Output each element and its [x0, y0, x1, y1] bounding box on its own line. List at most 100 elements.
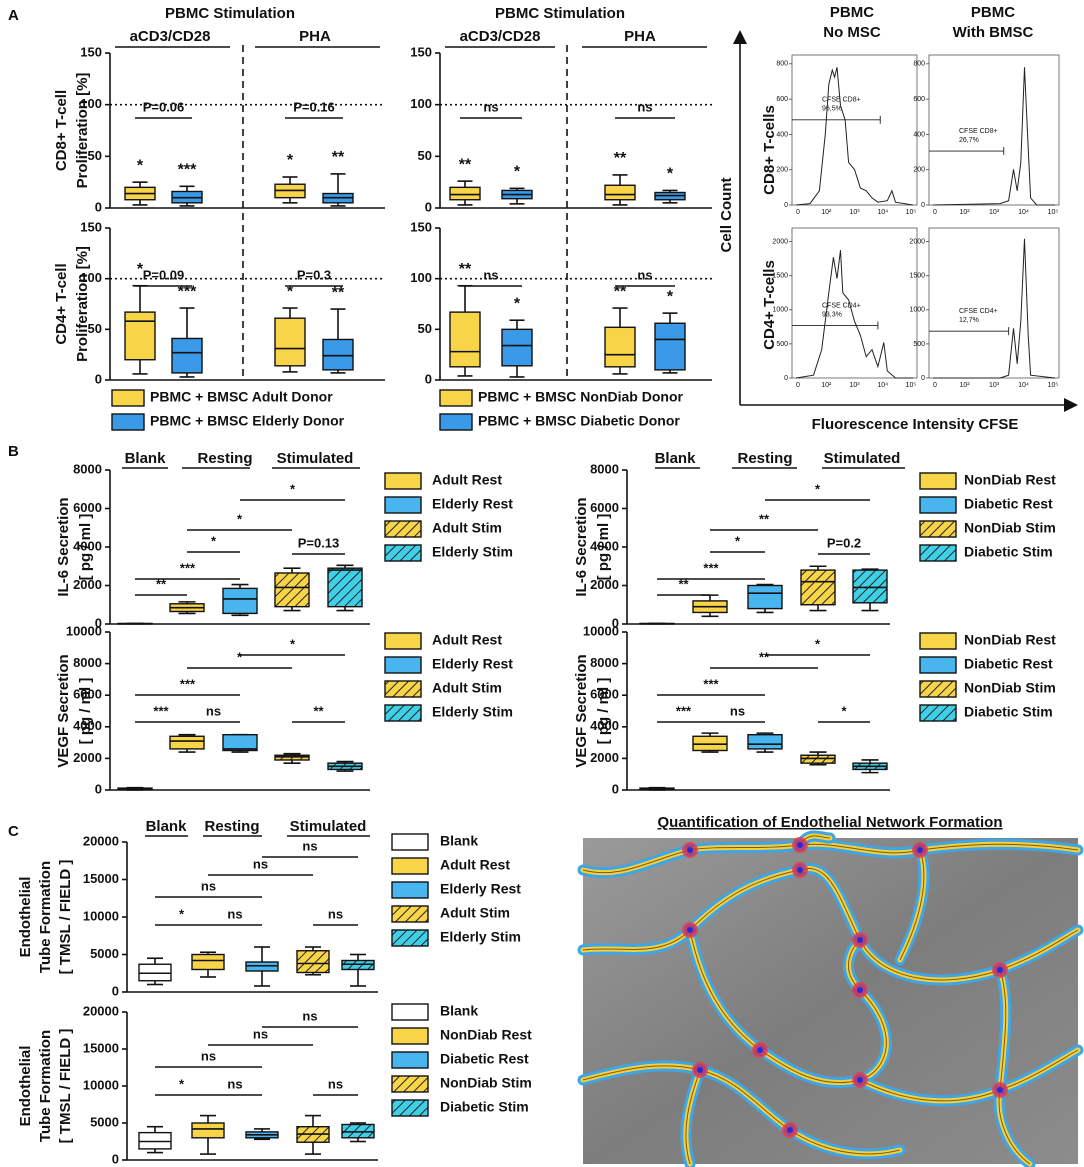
legend-swatch — [384, 656, 422, 674]
legend-label: Elderly Rest — [440, 881, 521, 897]
legend-label: Diabetic Rest — [964, 496, 1053, 512]
legend-label: PBMC + BMSC Elderly Donor — [150, 413, 345, 429]
flow-y-tick-label: 500 — [776, 341, 788, 348]
node — [857, 1077, 863, 1083]
y-tick-label: 4000 — [590, 718, 619, 733]
box — [222, 587, 258, 615]
node — [687, 927, 693, 933]
y-axis-label: [ TMSL / FIELD ] — [57, 1029, 74, 1144]
legend-label: Adult Stim — [432, 520, 502, 536]
flow-y-tick-label: 200 — [913, 167, 925, 174]
legend-label: Diabetic Stim — [964, 704, 1053, 720]
flow-column-label: PBMC — [971, 4, 1015, 21]
box — [654, 322, 686, 371]
legend-swatch — [391, 857, 429, 875]
flow-y-tick-label: 400 — [776, 131, 788, 138]
y-tick-label: 5000 — [90, 1114, 119, 1129]
y-tick-label: 50 — [88, 321, 102, 336]
node — [757, 1047, 763, 1053]
y-tick-label: 100 — [410, 96, 432, 111]
legend-label: Elderly Rest — [432, 496, 513, 512]
group-label: Resting — [204, 818, 259, 835]
comparison-label: ns — [227, 1076, 242, 1091]
flow-y-tick-label: 2000 — [772, 238, 788, 245]
y-axis-label: [ pg / ml ] — [595, 678, 612, 745]
legend-swatch — [919, 656, 957, 674]
comparison-label: P=0.09 — [143, 267, 185, 282]
y-tick-label: 10000 — [83, 908, 119, 923]
significance-label: ** — [614, 150, 627, 167]
flow-y-tick-label: 200 — [776, 167, 788, 174]
y-axis-label: Endothelial — [17, 877, 34, 958]
y-axis-label: [ TMSL / FIELD ] — [57, 860, 74, 975]
comparison-label: *** — [153, 703, 169, 718]
comparison-label: *** — [703, 676, 719, 691]
y-axis-label: [ pg / ml ] — [77, 514, 94, 581]
group-label: Blank — [655, 450, 697, 467]
node — [697, 1067, 703, 1073]
comparison-label: ns — [227, 906, 242, 921]
flow-column-label: PBMC — [830, 4, 874, 21]
flow-y-tick-label: 500 — [913, 341, 925, 348]
flow-x-tick-label: 10³ — [849, 382, 860, 389]
legend-swatch — [384, 632, 422, 650]
y-axis-label: [ pg / ml ] — [595, 514, 612, 581]
network-overlay — [577, 830, 1084, 1167]
y-tick-label: 100 — [80, 270, 102, 285]
legend-swatch — [391, 1027, 429, 1045]
chart-title: PBMC Stimulation — [495, 5, 625, 22]
flow-x-tick-label: 10⁴ — [877, 382, 888, 389]
box — [322, 338, 354, 371]
flow-y-tick-label: 400 — [913, 131, 925, 138]
y-tick-label: 150 — [80, 44, 102, 59]
comparison-label: P=0.13 — [298, 535, 340, 550]
legend-swatch — [919, 632, 957, 650]
flow-x-tick-label: 10⁴ — [877, 209, 888, 216]
y-axis-label: IL-6 Secretion — [573, 497, 590, 596]
comparison-label: P=0.2 — [827, 535, 861, 550]
significance-label: ** — [332, 284, 345, 301]
flow-x-tick-label: 10⁴ — [1018, 209, 1029, 216]
comparison-label: * — [815, 481, 821, 496]
flow-y-tick-label: 2000 — [909, 238, 925, 245]
y-tick-label: 20000 — [83, 1003, 119, 1018]
y-axis-label: Tube Formation — [37, 861, 54, 973]
flow-x-tick-label: 10² — [959, 382, 970, 389]
comparison-label: ** — [759, 511, 770, 526]
comparison-label: ns — [328, 906, 343, 921]
comparison-label: *** — [180, 676, 196, 691]
flow-gate-label: CFSE CD8+ — [959, 128, 998, 135]
legend-label: Adult Stim — [440, 905, 510, 921]
flow-gate-percent: 26,7% — [959, 137, 979, 144]
box — [274, 317, 306, 367]
legend-swatch — [111, 413, 145, 431]
y-axis-label: CD4+ T-cell — [53, 263, 70, 344]
legend-swatch — [391, 1075, 429, 1093]
flow-y-tick-label: 1000 — [909, 307, 925, 314]
legend-swatch — [439, 389, 473, 407]
legend-label: PBMC + BMSC Diabetic Donor — [478, 413, 680, 429]
comparison-label: *** — [676, 703, 692, 718]
flow-y-tick-label: 800 — [776, 61, 788, 68]
vessel-core — [582, 1065, 901, 1155]
legend-swatch — [384, 496, 422, 514]
flow-x-tick-label: 10³ — [989, 209, 1000, 216]
box — [800, 569, 836, 606]
y-tick-label: 4000 — [73, 538, 102, 553]
comparison-label: ns — [328, 1076, 343, 1091]
legend-swatch — [391, 1003, 429, 1021]
legend-swatch — [919, 544, 957, 562]
node — [857, 937, 863, 943]
y-tick-label: 100 — [410, 270, 432, 285]
flow-row-label: CD8+ T-cells — [761, 105, 778, 195]
node — [687, 847, 693, 853]
y-tick-label: 6000 — [73, 687, 102, 702]
box — [171, 337, 203, 374]
box — [191, 953, 225, 971]
box — [327, 567, 363, 608]
comparison-label: * — [290, 636, 296, 651]
legend-swatch — [384, 544, 422, 562]
legend-swatch — [391, 881, 429, 899]
flow-histogram — [795, 250, 913, 379]
significance-label: * — [514, 164, 521, 181]
